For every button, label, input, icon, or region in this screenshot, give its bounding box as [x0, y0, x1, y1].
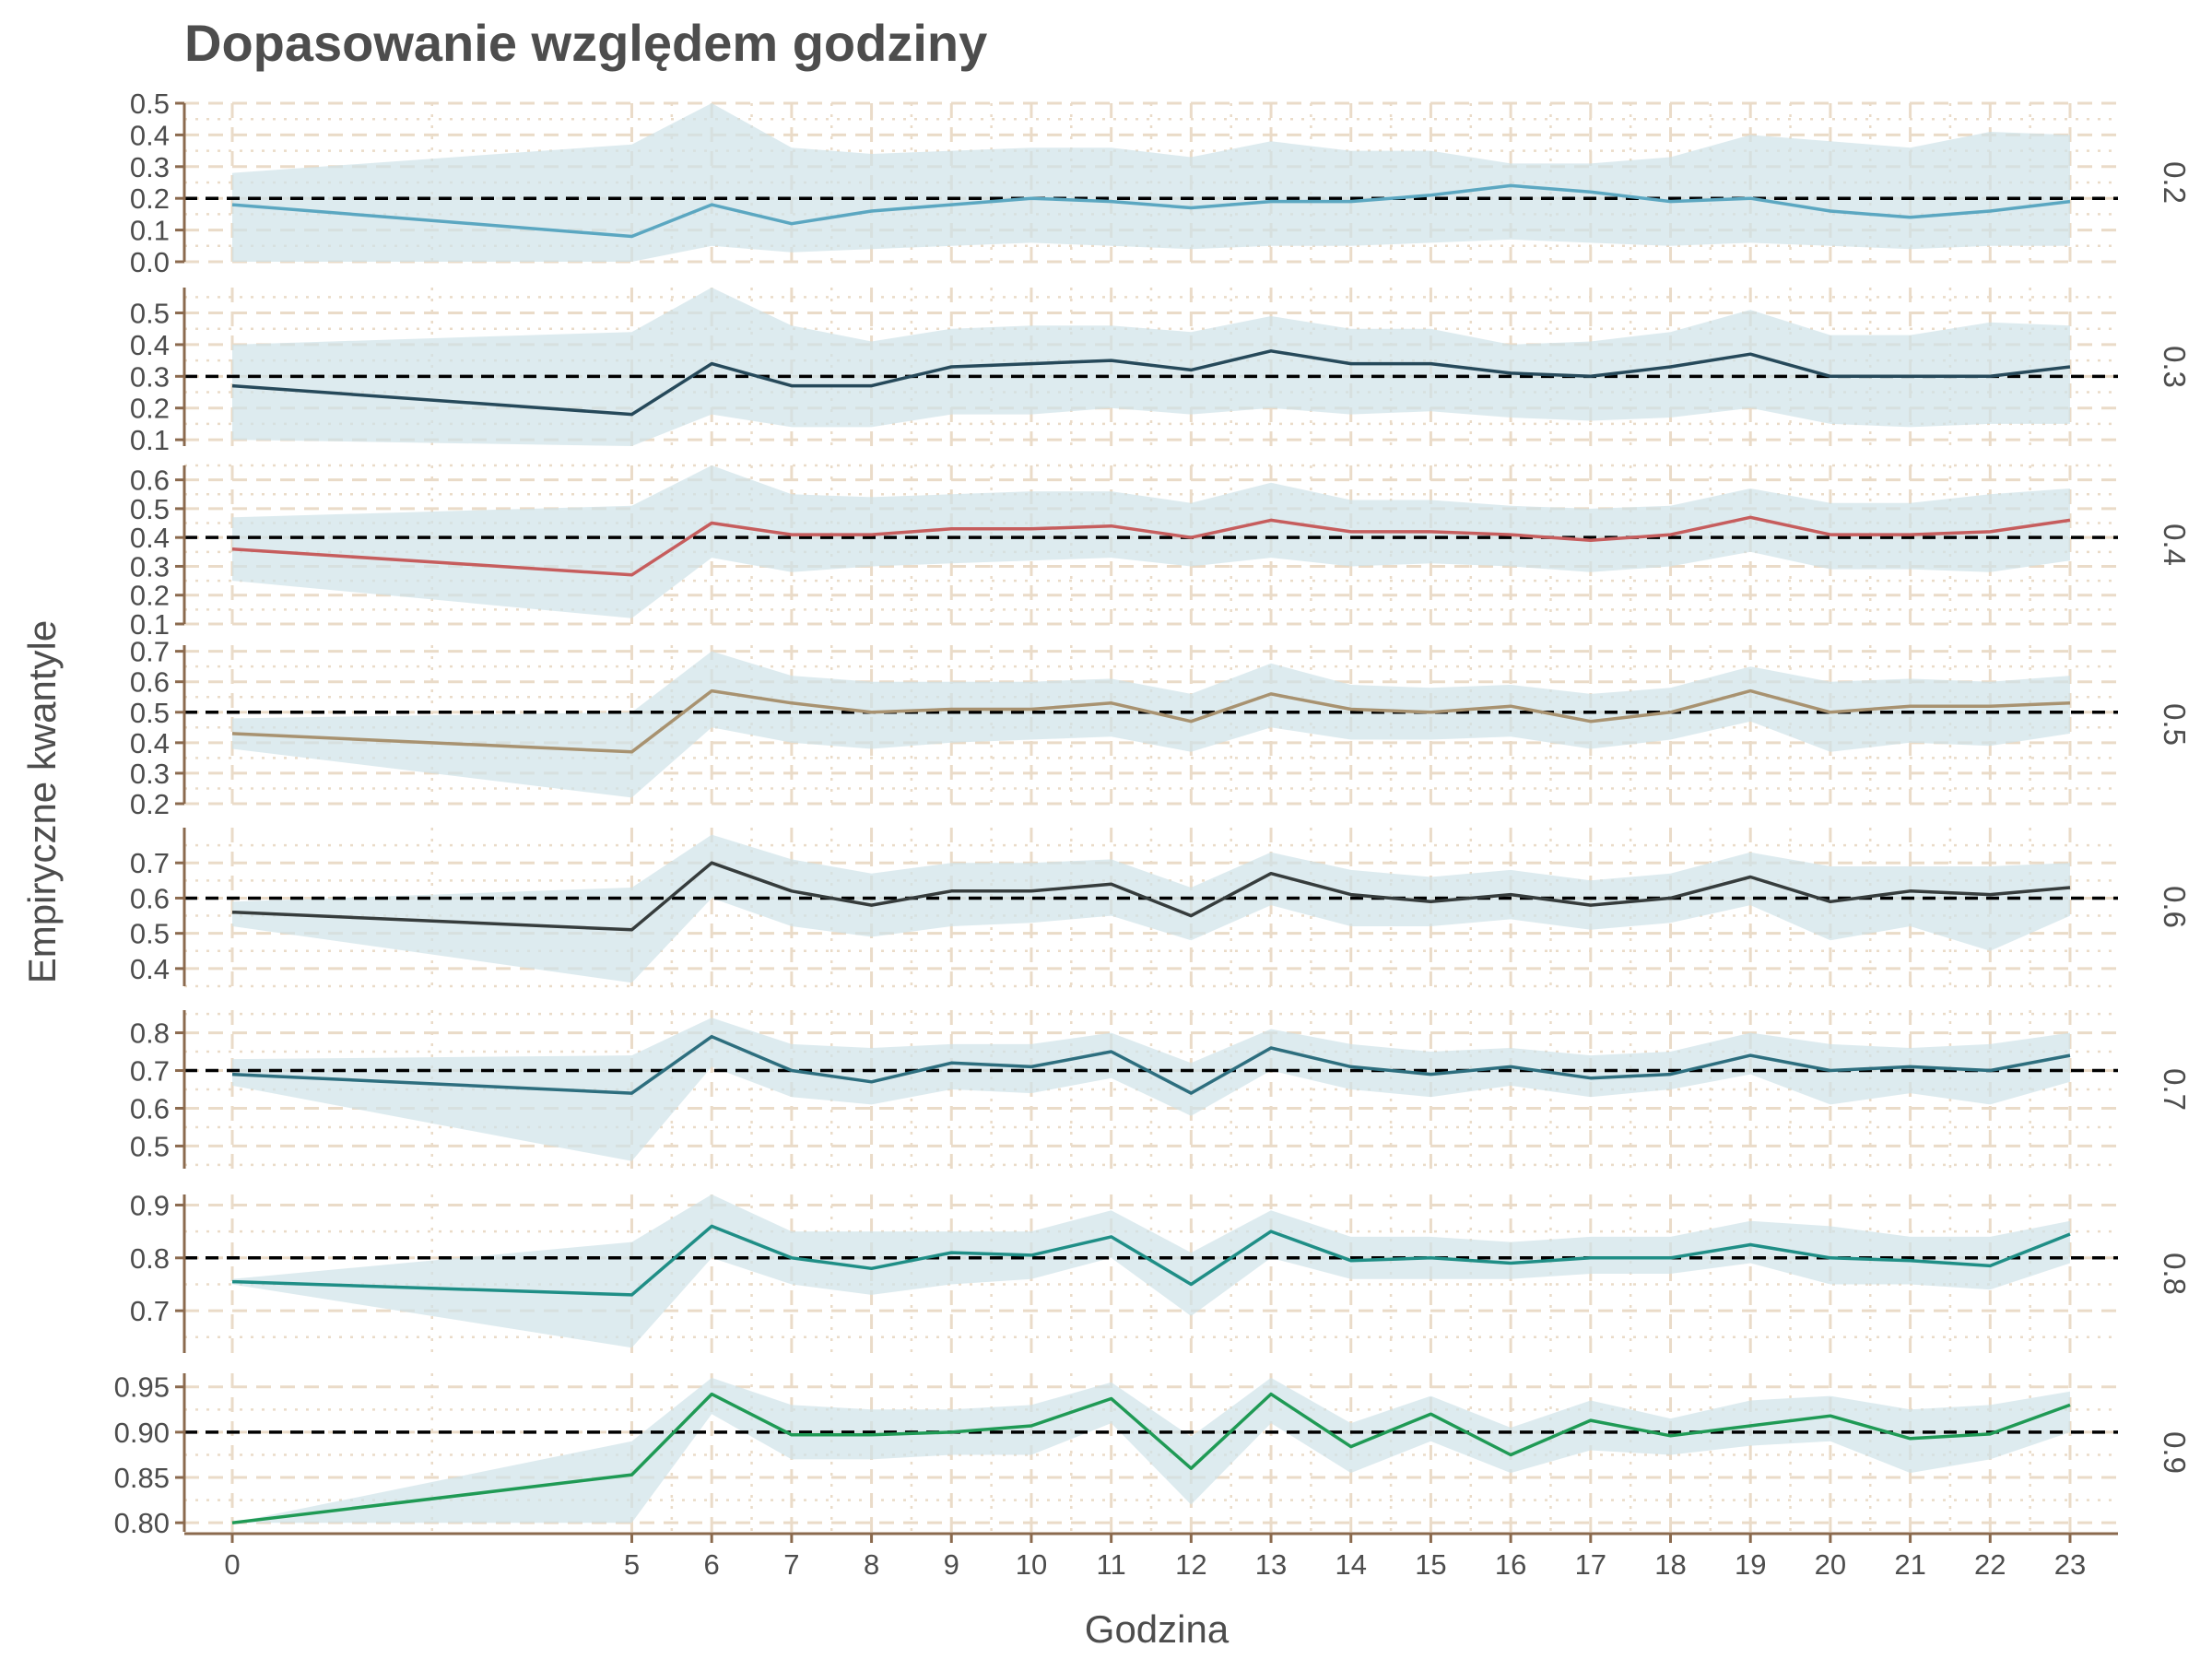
y-tick-label: 0.3	[130, 550, 170, 582]
panel-0.4: 0.10.20.30.40.50.60.4	[130, 465, 2192, 641]
y-tick-label: 0.4	[130, 329, 170, 361]
x-tick-label: 16	[1495, 1548, 1526, 1581]
y-tick-label: 0.5	[130, 918, 170, 950]
panel-0.9: 0.80 0.85 0.90 0.95 0.9	[114, 1371, 2192, 1539]
y-tick-label: 0.5	[130, 298, 170, 330]
y-tick-label: 0.9	[130, 1189, 170, 1221]
panel-0.8: 0.7 0.8 0.9 0.8	[130, 1189, 2192, 1353]
strip-label: 0.9	[2158, 1431, 2192, 1474]
x-tick-label: 6	[704, 1548, 720, 1581]
strip-label: 0.2	[2158, 161, 2192, 204]
y-tick-label: 0.90	[114, 1417, 170, 1449]
y-tick-label: 0.8	[130, 1242, 170, 1275]
x-tick-label: 7	[783, 1548, 799, 1581]
strip-label: 0.4	[2158, 524, 2192, 566]
confidence-band	[232, 1194, 2070, 1348]
facet-panels: 0.00.10.20.30.40.50.20.10.20.30.40.50.30…	[114, 88, 2192, 1539]
y-tick-label: 0.7	[130, 1055, 170, 1088]
strip-label: 0.8	[2158, 1253, 2192, 1295]
confidence-band	[232, 1018, 2070, 1161]
panel-0.3: 0.10.20.30.40.50.3	[130, 288, 2192, 456]
panel-0.6: 0.40.50.60.70.6	[130, 828, 2192, 988]
panel-0.7: 0.5 0.6 0.7 0.8 0.7	[130, 1010, 2192, 1169]
y-tick-label: 0.4	[130, 522, 170, 554]
y-tick-label: 0.1	[130, 608, 170, 641]
y-tick-label: 0.8	[130, 1018, 170, 1050]
x-axis: 0 5 6 7 8 9 10 11 12 13 14 15 16 17 18 19 20 21 22 23	[184, 1532, 2118, 1581]
series-line	[231, 1034, 2071, 1095]
x-tick-label: 17	[1575, 1548, 1606, 1581]
x-tick-label: 8	[864, 1548, 879, 1581]
y-tick-label: 0.4	[130, 953, 170, 985]
series-line	[231, 515, 2071, 577]
y-tick-label: 0.95	[114, 1371, 170, 1404]
x-tick-label: 23	[2054, 1548, 2086, 1581]
x-tick-label: 21	[1894, 1548, 1925, 1581]
y-tick-label: 0.2	[130, 580, 170, 612]
y-tick-label: 0.5	[130, 697, 170, 729]
series-line	[231, 183, 2071, 239]
x-tick-label: 5	[624, 1548, 640, 1581]
series-line	[231, 688, 2071, 754]
confidence-band	[232, 834, 2070, 983]
y-tick-label: 0.6	[130, 465, 170, 497]
strip-label: 0.5	[2158, 703, 2192, 746]
x-tick-label: 9	[944, 1548, 959, 1581]
series-line	[231, 349, 2071, 417]
x-tick-label: 22	[1974, 1548, 2006, 1581]
series-line	[231, 1224, 2071, 1297]
x-tick-label: 14	[1335, 1548, 1366, 1581]
panel-0.2: 0.00.10.20.30.40.50.2	[130, 88, 2192, 278]
y-tick-label: 0.7	[130, 1295, 170, 1327]
y-tick-label: 0.85	[114, 1462, 170, 1494]
x-axis-title: Godzina	[1085, 1607, 1230, 1651]
x-tick-label: 20	[1815, 1548, 1846, 1581]
y-tick-label: 0.1	[130, 424, 170, 456]
y-tick-label: 0.3	[130, 360, 170, 393]
strip-label: 0.6	[2158, 886, 2192, 928]
confidence-band	[232, 651, 2070, 798]
series-line	[231, 1392, 2071, 1524]
confidence-band	[232, 1377, 2070, 1524]
confidence-band	[232, 103, 2070, 262]
y-tick-label: 0.6	[130, 1092, 170, 1124]
y-tick-label: 0.5	[130, 88, 170, 120]
y-tick-label: 0.5	[130, 1130, 170, 1162]
y-tick-label: 0.5	[130, 493, 170, 525]
strip-label: 0.3	[2158, 346, 2192, 388]
x-tick-label: 0	[224, 1548, 240, 1581]
y-tick-label: 0.2	[130, 182, 170, 215]
x-tick-label: 13	[1255, 1548, 1287, 1581]
y-tick-label: 0.2	[130, 788, 170, 820]
chart-title: Dopasowanie względem godziny	[184, 14, 987, 72]
y-tick-label: 0.80	[114, 1507, 170, 1539]
x-tick-label: 12	[1175, 1548, 1206, 1581]
y-tick-label: 0.6	[130, 666, 170, 699]
y-tick-label: 0.6	[130, 882, 170, 914]
panel-0.5: 0.20.30.40.50.60.70.5	[130, 636, 2192, 820]
y-tick-label: 0.7	[130, 636, 170, 668]
y-tick-label: 0.1	[130, 215, 170, 247]
y-tick-label: 0.4	[130, 727, 170, 759]
y-tick-label: 0.4	[130, 119, 170, 151]
y-tick-label: 0.3	[130, 151, 170, 183]
x-tick-label: 18	[1654, 1548, 1686, 1581]
x-tick-label: 11	[1097, 1548, 1126, 1581]
y-tick-label: 0.3	[130, 758, 170, 790]
y-tick-label: 0.2	[130, 393, 170, 425]
x-tick-label: 15	[1415, 1548, 1446, 1581]
strip-label: 0.7	[2158, 1068, 2192, 1111]
series-line	[231, 861, 2071, 932]
x-tick-label: 10	[1016, 1548, 1047, 1581]
y-tick-label: 0.7	[130, 847, 170, 879]
x-tick-label: 19	[1735, 1548, 1766, 1581]
y-tick-label: 0.0	[130, 246, 170, 278]
confidence-band	[232, 465, 2070, 618]
y-axis-title: Empiryczne kwantyle	[20, 620, 64, 983]
